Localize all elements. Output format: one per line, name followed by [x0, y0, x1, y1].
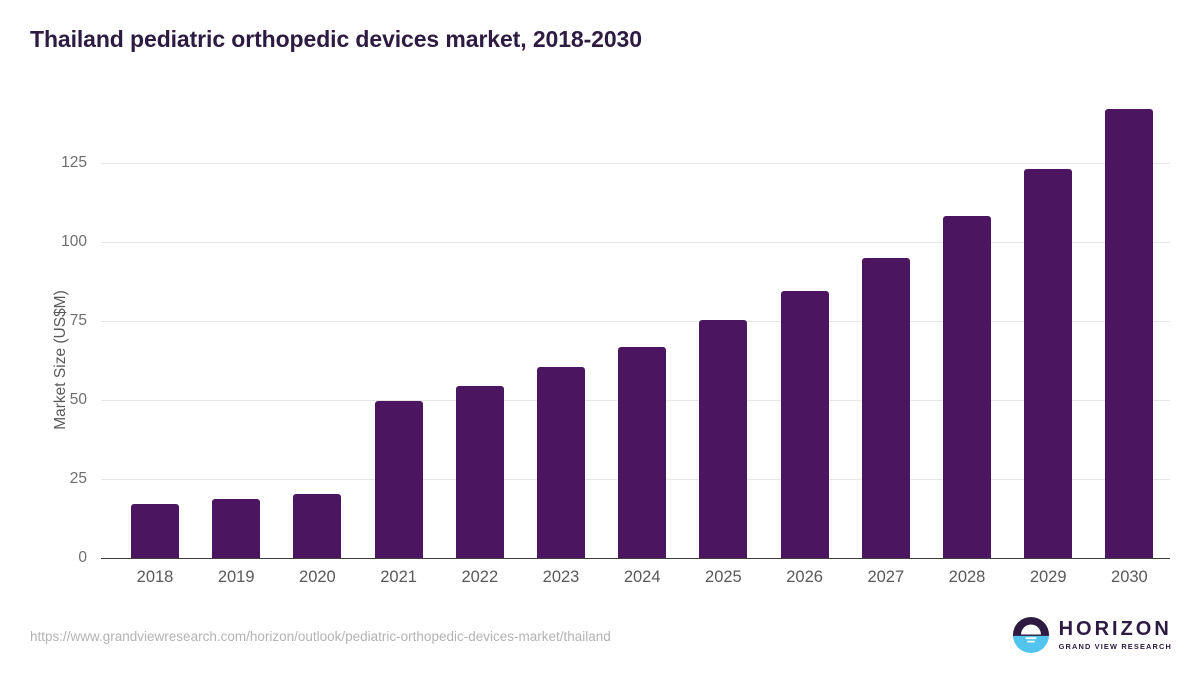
x-tick-label: 2025: [705, 568, 742, 586]
y-tick-label: 125: [61, 154, 87, 172]
bar[interactable]: [374, 400, 423, 558]
bar[interactable]: [293, 493, 342, 558]
axis-baseline: [101, 558, 1170, 560]
x-tick-label: 2030: [1111, 568, 1148, 586]
x-tick-label: 2019: [217, 568, 255, 586]
horizon-logo: HORIZON GRAND VIEW RESEARCH: [1012, 616, 1172, 654]
gridline: [101, 163, 1170, 165]
y-tick-label: 50: [69, 391, 87, 409]
bar[interactable]: [1024, 169, 1073, 558]
gridline: [101, 242, 1170, 244]
bar[interactable]: [861, 258, 910, 558]
bar[interactable]: [618, 346, 667, 558]
bar[interactable]: [131, 504, 179, 558]
plot-area: 0 25 50 75 100 125 2018 2019 2020 2021 2022 2023 20…: [61, 100, 1170, 586]
bars-group: [101, 100, 1170, 558]
bar[interactable]: [1105, 109, 1154, 558]
y-tick-label: 0: [78, 549, 87, 566]
x-tick-label: 2021: [380, 568, 417, 586]
logo-name: HORIZON: [1058, 618, 1172, 641]
y-tick-label: 75: [69, 312, 87, 330]
bar[interactable]: [780, 291, 829, 558]
x-tick-label: 2022: [461, 568, 499, 586]
horizon-logo-icon: [1012, 616, 1049, 654]
y-tick-label: 25: [69, 470, 87, 488]
x-tick-label: 2029: [1029, 568, 1067, 586]
x-tick-label: 2026: [786, 568, 823, 586]
y-axis-title: Market Size (US$M): [52, 290, 69, 430]
y-tick-label: 100: [61, 233, 87, 251]
logo-subtitle: GRAND VIEW RESEARCH: [1058, 642, 1172, 652]
bar[interactable]: [537, 366, 585, 558]
chart-title: Thailand pediatric orthopedic devices ma…: [30, 26, 642, 52]
logo-text: HORIZON GRAND VIEW RESEARCH: [1059, 619, 1172, 650]
bar[interactable]: [699, 320, 748, 558]
x-tick-label: 2028: [948, 568, 986, 586]
x-tick-label: 2023: [542, 568, 580, 586]
gridline: [101, 321, 1170, 323]
x-tick-label: 2018: [136, 568, 174, 586]
bar[interactable]: [212, 498, 261, 558]
x-tick-label: 2024: [623, 568, 661, 586]
source-url: https://www.grandviewresearch.com/horizo…: [30, 629, 611, 644]
x-tick-label: 2027: [867, 568, 905, 586]
x-tick-label: 2020: [299, 568, 336, 586]
bar[interactable]: [455, 385, 504, 558]
bar[interactable]: [943, 216, 991, 558]
